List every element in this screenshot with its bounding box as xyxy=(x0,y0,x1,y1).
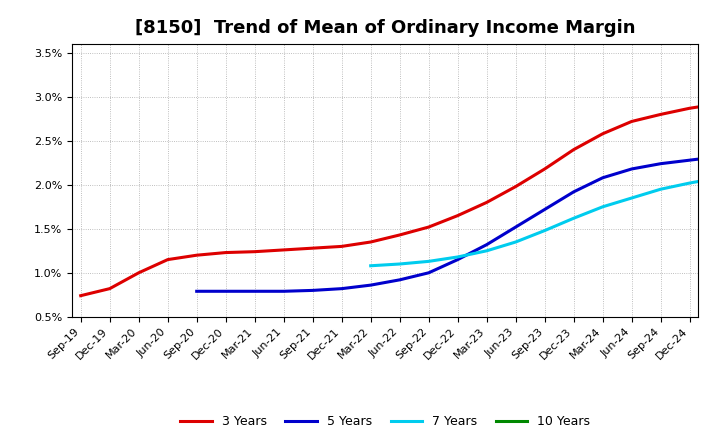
3 Years xyxy=(685,106,694,111)
3 Years xyxy=(511,184,520,189)
3 Years xyxy=(338,244,346,249)
5 Years xyxy=(657,161,665,166)
5 Years xyxy=(279,289,288,294)
3 Years xyxy=(657,112,665,117)
Line: 3 Years: 3 Years xyxy=(81,92,720,296)
5 Years xyxy=(511,224,520,230)
3 Years xyxy=(454,213,462,218)
3 Years xyxy=(366,239,375,245)
7 Years xyxy=(541,228,549,233)
5 Years xyxy=(482,242,491,247)
3 Years xyxy=(424,224,433,230)
3 Years xyxy=(192,253,201,258)
Title: [8150]  Trend of Mean of Ordinary Income Margin: [8150] Trend of Mean of Ordinary Income … xyxy=(135,19,636,37)
3 Years xyxy=(163,257,172,262)
5 Years xyxy=(570,189,578,194)
7 Years xyxy=(598,204,607,209)
7 Years xyxy=(366,263,375,268)
7 Years xyxy=(627,195,636,201)
5 Years xyxy=(685,158,694,163)
Legend: 3 Years, 5 Years, 7 Years, 10 Years: 3 Years, 5 Years, 7 Years, 10 Years xyxy=(176,411,595,433)
5 Years xyxy=(714,154,720,159)
7 Years xyxy=(424,259,433,264)
7 Years xyxy=(714,175,720,180)
3 Years xyxy=(76,293,85,298)
7 Years xyxy=(685,180,694,186)
3 Years xyxy=(105,286,114,291)
3 Years xyxy=(221,250,230,255)
3 Years xyxy=(482,200,491,205)
5 Years xyxy=(627,166,636,172)
5 Years xyxy=(541,207,549,212)
3 Years xyxy=(279,247,288,253)
Line: 5 Years: 5 Years xyxy=(197,145,720,291)
3 Years xyxy=(627,119,636,124)
7 Years xyxy=(657,187,665,192)
3 Years xyxy=(598,131,607,136)
7 Years xyxy=(570,216,578,221)
7 Years xyxy=(482,248,491,253)
3 Years xyxy=(251,249,259,254)
3 Years xyxy=(308,246,317,251)
3 Years xyxy=(714,101,720,106)
Line: 7 Years: 7 Years xyxy=(371,176,720,266)
5 Years xyxy=(192,289,201,294)
5 Years xyxy=(424,270,433,275)
5 Years xyxy=(251,289,259,294)
7 Years xyxy=(454,254,462,260)
5 Years xyxy=(221,289,230,294)
5 Years xyxy=(308,288,317,293)
3 Years xyxy=(570,147,578,152)
5 Years xyxy=(338,286,346,291)
7 Years xyxy=(511,239,520,245)
5 Years xyxy=(395,277,404,282)
3 Years xyxy=(135,270,143,275)
3 Years xyxy=(541,166,549,172)
5 Years xyxy=(454,257,462,262)
7 Years xyxy=(395,261,404,267)
5 Years xyxy=(598,175,607,180)
5 Years xyxy=(366,282,375,288)
3 Years xyxy=(395,232,404,238)
